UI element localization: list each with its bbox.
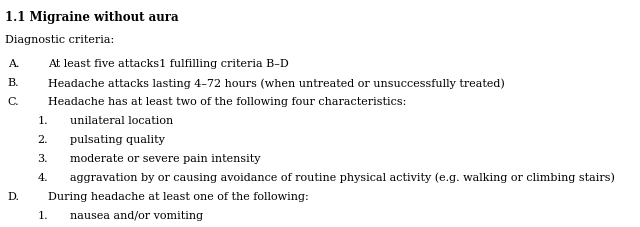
- Text: aggravation by or causing avoidance of routine physical activity (e.g. walking o: aggravation by or causing avoidance of r…: [70, 172, 615, 183]
- Text: At least five attacks1 fulfilling criteria B–D: At least five attacks1 fulfilling criter…: [48, 59, 289, 69]
- Text: A.: A.: [8, 59, 19, 69]
- Text: moderate or severe pain intensity: moderate or severe pain intensity: [70, 153, 261, 163]
- Text: unilateral location: unilateral location: [70, 116, 173, 126]
- Text: nausea and/or vomiting: nausea and/or vomiting: [70, 210, 204, 220]
- Text: 1.1 Migraine without aura: 1.1 Migraine without aura: [5, 11, 179, 24]
- Text: During headache at least one of the following:: During headache at least one of the foll…: [48, 191, 308, 201]
- Text: Diagnostic criteria:: Diagnostic criteria:: [5, 35, 115, 45]
- Text: B.: B.: [8, 78, 19, 88]
- Text: pulsating quality: pulsating quality: [70, 134, 165, 144]
- Text: Headache has at least two of the following four characteristics:: Headache has at least two of the followi…: [48, 97, 406, 107]
- Text: 1.: 1.: [37, 116, 48, 126]
- Text: 4.: 4.: [37, 172, 48, 182]
- Text: C.: C.: [8, 97, 19, 107]
- Text: 2.: 2.: [37, 134, 48, 144]
- Text: D.: D.: [7, 191, 19, 201]
- Text: 1.: 1.: [37, 210, 48, 220]
- Text: 3.: 3.: [37, 153, 48, 163]
- Text: Headache attacks lasting 4–72 hours (when untreated or unsuccessfully treated): Headache attacks lasting 4–72 hours (whe…: [48, 78, 505, 88]
